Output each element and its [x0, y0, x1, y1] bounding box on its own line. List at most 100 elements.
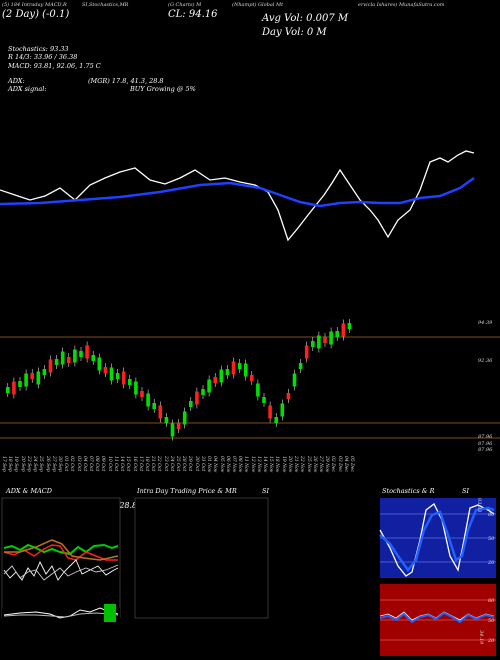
candle-body: [18, 381, 22, 387]
main-chart: [0, 150, 500, 441]
date-tick-label: 07 Oct: [88, 456, 93, 472]
header-company: (Nhampt) Global Mt: [232, 2, 284, 8]
adx-red-line: [3, 544, 118, 561]
candle-body: [243, 363, 248, 377]
candle-body: [195, 391, 199, 405]
candle-body: [30, 373, 34, 379]
candle-body: [158, 405, 163, 419]
date-tick-label: 09 Oct: [100, 456, 106, 472]
stoch-value: 93.33: [476, 498, 482, 513]
date-tick-label: 28 Oct: [181, 456, 187, 472]
header-close: CL: 94.16: [168, 9, 218, 20]
adx-signal-label: ADX signal:: [8, 85, 47, 93]
rsi-tick-80: 80: [488, 598, 495, 604]
stoch-blue-line: [379, 506, 495, 573]
candle-body: [176, 423, 181, 429]
date-tick-label: 12 Nov: [249, 456, 255, 473]
date-tick-label: 06 Nov: [224, 456, 230, 473]
date-tick-label: 04 Nov: [212, 456, 218, 473]
header-line1-left: (5) 184 Intraday MACD,R: [2, 2, 67, 8]
date-tick-label: 23 Oct: [162, 456, 168, 472]
candle-body: [304, 345, 309, 359]
date-tick-label: 04 Oct: [81, 456, 87, 472]
date-tick-label: 30 Sep: [56, 456, 62, 472]
date-tick-label: 21 Nov: [293, 456, 299, 473]
candle-body: [91, 355, 95, 361]
candle-body: [256, 383, 260, 397]
stochastics-readout: Stochastics: 93.33: [8, 45, 69, 53]
header-day-change: (2 Day) (-0.1): [2, 9, 70, 20]
candle-body: [115, 373, 120, 379]
candle-body: [213, 377, 217, 383]
buy-signal: BUY Growing @ 5%: [130, 85, 196, 93]
date-tick-label: 23 Sep: [25, 456, 31, 472]
price-label-low1: 87.96: [478, 434, 493, 440]
stoch-tick-20: 20: [488, 560, 495, 566]
adx-green-line: [3, 543, 119, 556]
candle-body: [12, 381, 16, 395]
date-tick-label: 01 Oct: [63, 456, 69, 472]
adx-orange-line: [4, 539, 119, 561]
date-tick-label: 08 Oct: [94, 456, 100, 472]
candle-body: [268, 405, 272, 419]
date-tick-label: 15 Oct: [125, 456, 131, 472]
candle-body: [128, 379, 132, 385]
adx-label: ADX:: [8, 77, 25, 85]
candle-body: [6, 387, 10, 393]
candles: [6, 319, 352, 441]
date-tick-label: 05 Dec: [349, 456, 354, 472]
macd-bottom-bar: [104, 604, 116, 622]
candle-body: [36, 371, 41, 385]
candle-body: [262, 397, 266, 403]
date-tick-label: 18 Nov: [274, 456, 280, 473]
date-tick-label: 03 Oct: [75, 456, 81, 472]
date-tick-label: 17 Oct: [137, 456, 143, 472]
candle-body: [329, 331, 333, 345]
macd-blue-line: [0, 176, 475, 208]
candle-body: [341, 323, 346, 337]
date-tick-label: 17 Sep: [1, 456, 6, 472]
date-tick-label: 08 Nov: [237, 456, 243, 473]
date-tick-label: 27 Sep: [50, 456, 56, 472]
date-tick-label: 22 Oct: [156, 456, 162, 472]
rsi-value: 34.19: [478, 630, 484, 645]
candle-body: [189, 401, 193, 407]
candle-body: [182, 411, 187, 425]
candle-body: [274, 417, 278, 423]
candle-body: [42, 369, 47, 375]
candle-body: [237, 363, 242, 369]
candle-body: [335, 331, 339, 337]
stoch-white-line: [379, 503, 495, 577]
r-readout: R 14/3: 33.96 / 36.38: [8, 53, 78, 61]
adx-values: (MGR) 17.8, 41.3, 28.8: [88, 77, 164, 85]
candle-body: [323, 337, 327, 343]
candle-body: [170, 423, 175, 437]
header-line1-mid: SI,Stochastics,MR: [82, 2, 129, 8]
candle-body: [103, 367, 108, 373]
candle-body: [85, 345, 89, 359]
date-tick-label: 07 Nov: [230, 456, 236, 473]
macd-bottom-white: [3, 607, 119, 619]
intraday-panel-si: SI: [262, 487, 270, 495]
price-label-mid: 92.36: [478, 358, 493, 364]
adx-panel-values: ADX: 17.81 +DY: 41.35 -DY: 28.86: [4, 501, 143, 510]
date-tick-label: 01 Nov: [206, 456, 212, 473]
date-tick-label: 21 Oct: [150, 456, 156, 472]
price-label-low3: 87.96: [478, 447, 493, 453]
candle-body: [286, 393, 291, 399]
candle-body: [231, 361, 236, 375]
date-tick-label: 19 Sep: [13, 456, 19, 472]
candle-body: [54, 359, 59, 365]
candle-body: [79, 351, 83, 357]
date-tick-label: 11 Oct: [112, 456, 118, 472]
date-tick-label: 13 Nov: [255, 456, 261, 473]
candle-body: [48, 359, 53, 373]
rsi-panel-bg: [380, 584, 496, 656]
date-tick-label: 03 Dec: [336, 456, 342, 472]
date-tick-label: 10 Oct: [106, 456, 112, 472]
date-tick-label: 16 Oct: [131, 456, 137, 472]
candle-body: [140, 391, 144, 397]
date-tick-label: 30 Oct: [193, 456, 199, 472]
header-avg-vol: Avg Vol: 0.007 M: [262, 13, 349, 24]
candle-body: [317, 335, 321, 349]
